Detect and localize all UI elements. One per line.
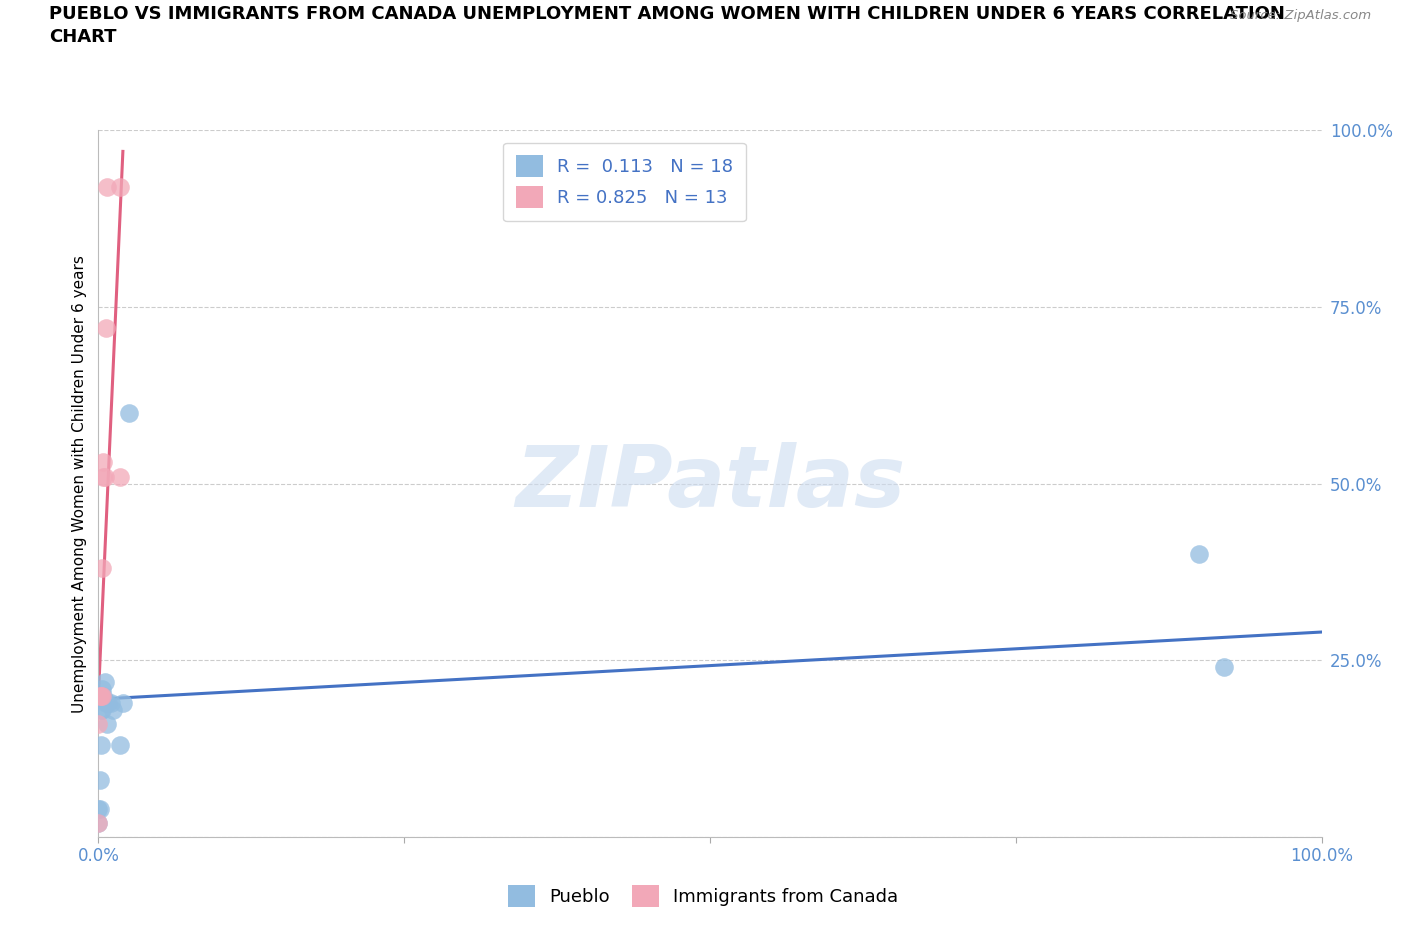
Point [93, 469, 115, 484]
Point [93, 674, 115, 689]
Point [91, 561, 114, 576]
Point [91, 469, 114, 484]
Point [110, 469, 132, 484]
Legend: Pueblo, Immigrants from Canada: Pueblo, Immigrants from Canada [499, 876, 907, 916]
Point [91, 681, 114, 696]
Point [118, 405, 141, 420]
Point [101, 702, 124, 717]
Point [87, 802, 110, 817]
Text: PUEBLO VS IMMIGRANTS FROM CANADA UNEMPLOYMENT AMONG WOMEN WITH CHILDREN UNDER 6 : PUEBLO VS IMMIGRANTS FROM CANADA UNEMPLO… [49, 5, 1285, 46]
Point [91, 702, 114, 717]
Y-axis label: Unemployment Among Women with Children Under 6 years: Unemployment Among Women with Children U… [72, 255, 87, 712]
Point [90, 688, 112, 703]
Point [94, 696, 117, 711]
Point [94, 321, 117, 336]
Point [87, 716, 110, 731]
Point [89, 688, 111, 703]
Point [1188, 547, 1211, 562]
Legend: R =  0.113   N = 18, R = 0.825   N = 13: R = 0.113 N = 18, R = 0.825 N = 13 [503, 143, 745, 221]
Point [110, 179, 132, 194]
Point [96, 179, 118, 194]
Point [110, 737, 132, 752]
Point [91, 688, 114, 703]
Point [87, 816, 110, 830]
Point [1212, 660, 1234, 675]
Point [90, 702, 112, 717]
Point [97, 696, 120, 711]
Point [96, 716, 118, 731]
Point [100, 696, 122, 711]
Point [90, 737, 112, 752]
Text: Source: ZipAtlas.com: Source: ZipAtlas.com [1230, 9, 1371, 22]
Point [111, 696, 134, 711]
Text: ZIPatlas: ZIPatlas [515, 442, 905, 525]
Point [89, 802, 111, 817]
Point [91, 688, 114, 703]
Point [87, 816, 110, 830]
Point [91, 455, 114, 470]
Point [89, 773, 111, 788]
